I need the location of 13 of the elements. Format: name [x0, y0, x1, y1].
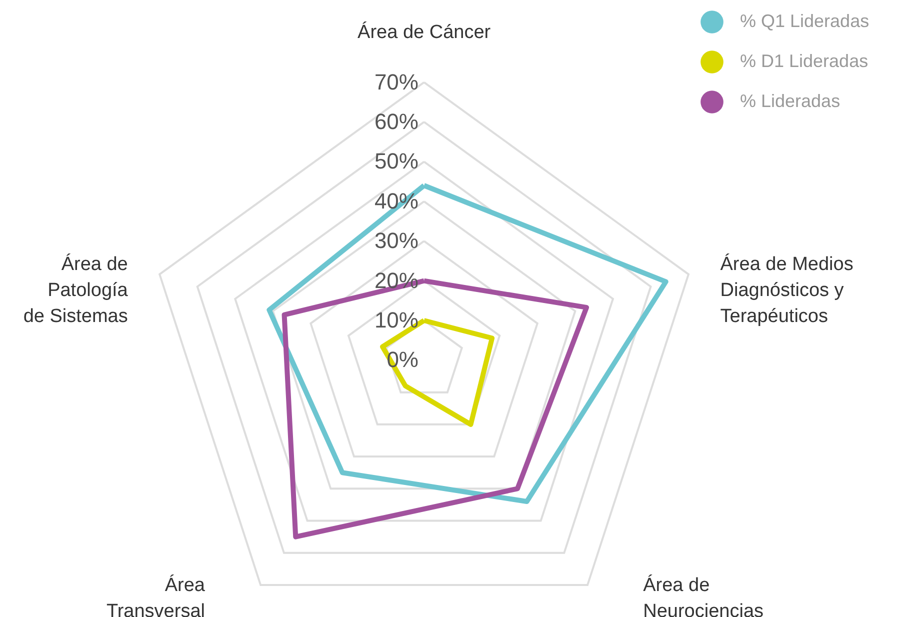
- y-tick-label: 10%: [374, 307, 418, 332]
- y-tick-label: 50%: [374, 148, 418, 174]
- spoke-label: Área de Patología de Sistemas: [23, 253, 128, 328]
- y-tick-label: 30%: [374, 228, 418, 254]
- legend-label: % Lideradas: [740, 91, 840, 111]
- y-tick-label: 60%: [374, 108, 418, 134]
- legend-label: % Q1 Lideradas: [740, 11, 870, 31]
- spoke-label: Área Transversal: [106, 574, 206, 617]
- spoke-label: Área de Neurociencias: [643, 574, 764, 617]
- legend-label: % D1 Lideradas: [740, 51, 868, 71]
- spoke-label: Área de Medios Diagnósticos y Terapéuticos: [720, 253, 854, 328]
- y-tick-label: 70%: [374, 69, 418, 94]
- spoke-label: Área de Cáncer: [358, 21, 492, 44]
